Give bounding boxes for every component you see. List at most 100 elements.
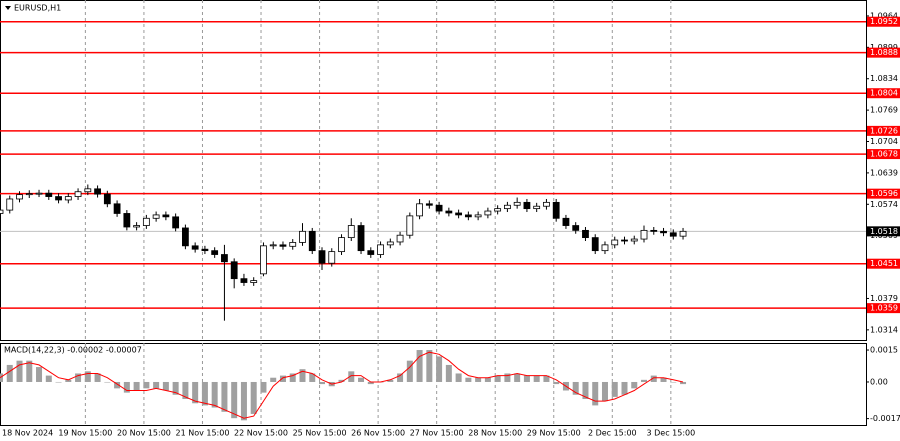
macd-bar bbox=[523, 375, 530, 382]
macd-bar bbox=[133, 381, 140, 391]
x-tick-label: 29 Nov 15:00 bbox=[527, 429, 581, 438]
level-label-bg bbox=[867, 88, 900, 99]
candle-body bbox=[25, 193, 33, 196]
macd-bar bbox=[45, 375, 52, 382]
macd-bar bbox=[475, 377, 482, 382]
candle-body bbox=[357, 225, 365, 252]
chart-title: EURUSD,H1 bbox=[14, 4, 61, 13]
macd-bar bbox=[309, 373, 316, 382]
macd-bar bbox=[192, 381, 199, 404]
candle-body bbox=[318, 250, 326, 264]
y-tick-label: 1.0834 bbox=[870, 74, 898, 83]
level-label-bg bbox=[867, 16, 900, 27]
candle-body bbox=[377, 244, 384, 255]
candle-body bbox=[445, 210, 453, 214]
candle-body bbox=[396, 234, 404, 243]
candle-body bbox=[45, 192, 53, 197]
candle-body bbox=[572, 225, 580, 231]
x-tick-label: 19 Nov 15:00 bbox=[58, 429, 112, 438]
candle-body bbox=[582, 229, 589, 239]
macd-bar bbox=[621, 381, 628, 395]
candle-body bbox=[289, 242, 297, 247]
candle-body bbox=[669, 232, 677, 237]
macd-bar bbox=[84, 371, 91, 382]
y-tick-label: 1.0964 bbox=[870, 11, 898, 20]
y-tick-label: -0.00172 bbox=[870, 414, 900, 423]
level-label: 1.0359 bbox=[870, 304, 898, 313]
candle-body bbox=[601, 244, 609, 252]
level-label: 1.0596 bbox=[870, 189, 898, 198]
macd-bar bbox=[680, 381, 687, 385]
macd-bar bbox=[338, 379, 345, 382]
macd-bar bbox=[65, 379, 72, 382]
macd-bar bbox=[104, 381, 111, 383]
current-price-bg bbox=[867, 226, 900, 237]
candle-body bbox=[484, 210, 492, 216]
candle-body bbox=[221, 254, 228, 263]
macd-bar bbox=[55, 381, 62, 383]
candle-body bbox=[0, 209, 4, 214]
signal-line bbox=[0, 351, 684, 419]
candle-body bbox=[308, 230, 316, 252]
candle-body bbox=[611, 239, 619, 246]
macd-bar bbox=[172, 381, 179, 395]
candle-body bbox=[260, 245, 267, 275]
macd-bar bbox=[26, 360, 33, 382]
candle-body bbox=[64, 196, 72, 201]
x-tick-label: 27 Nov 15:00 bbox=[410, 429, 464, 438]
macd-bar bbox=[426, 350, 433, 382]
x-tick-label: 22 Nov 15:00 bbox=[234, 429, 288, 438]
macd-bar bbox=[504, 373, 511, 382]
x-tick-label: 28 Nov 15:00 bbox=[468, 429, 522, 438]
y-tick-label: 1.0574 bbox=[870, 200, 898, 209]
macd-bar bbox=[221, 381, 228, 412]
macd-bar bbox=[289, 373, 296, 382]
candle-body bbox=[347, 225, 355, 239]
macd-bar bbox=[143, 381, 150, 389]
candle-body bbox=[435, 204, 443, 212]
macd-frame bbox=[0, 343, 867, 426]
macd-bar bbox=[465, 377, 472, 382]
level-label-bg bbox=[867, 303, 900, 314]
macd-bar bbox=[260, 381, 267, 393]
candle-body bbox=[269, 244, 277, 247]
macd-bar bbox=[153, 381, 160, 389]
candle-body bbox=[74, 191, 82, 197]
candle-body bbox=[181, 227, 189, 247]
candle-body bbox=[552, 201, 560, 219]
level-label-bg bbox=[867, 188, 900, 199]
x-tick-label: 25 Nov 15:00 bbox=[293, 429, 347, 438]
macd-bar bbox=[279, 375, 286, 382]
candle-body bbox=[123, 213, 131, 228]
candle-body bbox=[328, 251, 336, 264]
macd-bar bbox=[162, 381, 169, 391]
macd-bar bbox=[416, 350, 423, 382]
macd-bar bbox=[114, 381, 121, 389]
level-label: 1.0952 bbox=[870, 17, 898, 26]
macd-bar bbox=[543, 375, 550, 382]
level-label-bg bbox=[867, 149, 900, 160]
level-label-bg bbox=[867, 47, 900, 58]
x-tick-label: 26 Nov 15:00 bbox=[351, 429, 405, 438]
candle-body bbox=[6, 198, 14, 211]
candle-body bbox=[55, 196, 62, 201]
candle-body bbox=[211, 250, 219, 255]
candle-body bbox=[338, 237, 345, 253]
candle-body bbox=[494, 208, 502, 212]
macd-bar bbox=[270, 377, 277, 382]
macd-bar bbox=[455, 373, 462, 382]
macd-bar bbox=[231, 381, 238, 419]
y-tick-label: 1.0639 bbox=[870, 168, 898, 177]
candle-body bbox=[425, 203, 433, 206]
candle-body bbox=[504, 204, 511, 210]
candle-body bbox=[523, 201, 531, 210]
macd-bar bbox=[631, 381, 638, 389]
x-tick-label: 21 Nov 15:00 bbox=[176, 429, 230, 438]
y-tick-label: 1.0769 bbox=[870, 106, 898, 115]
macd-bar bbox=[240, 381, 247, 421]
level-label: 1.0804 bbox=[870, 89, 898, 98]
candle-body bbox=[94, 188, 101, 195]
macd-bar bbox=[211, 381, 218, 408]
x-tick-label: 3 Dec 15:00 bbox=[646, 429, 695, 438]
current-price-label: 1.0518 bbox=[870, 227, 898, 236]
